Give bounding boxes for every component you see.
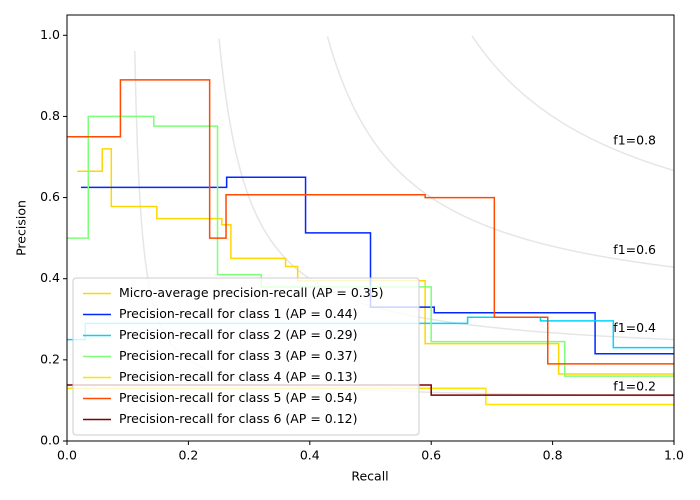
- iso-f1-curve: [218, 38, 674, 341]
- legend-label: Precision-recall for class 3 (AP = 0.37): [119, 348, 357, 363]
- plot-frame: [66, 14, 675, 442]
- x-tick-label: 1.0: [664, 448, 684, 463]
- y-axis-label: Precision: [14, 200, 29, 256]
- legend-label: Micro-average precision-recall (AP = 0.3…: [119, 285, 384, 300]
- y-tick-label: 0.2: [40, 351, 60, 366]
- iso-f1-label: f1=0.2: [613, 379, 656, 394]
- iso-f1-curve: [471, 35, 674, 172]
- x-axis-label: Recall: [351, 469, 388, 484]
- x-tick-label: 0.8: [543, 448, 563, 463]
- legend-box: [72, 277, 420, 436]
- legend-label: Precision-recall for class 5 (AP = 0.54): [119, 390, 357, 405]
- series-line: [67, 115, 674, 377]
- x-tick-label: 0.6: [421, 448, 441, 463]
- legend-label: Precision-recall for class 6 (AP = 0.12): [119, 411, 357, 426]
- y-tick-label: 1.0: [40, 27, 60, 42]
- series-line: [80, 176, 674, 355]
- y-tick-label: 0.8: [40, 108, 60, 123]
- y-tick-label: 0.4: [40, 270, 60, 285]
- x-tick-label: 0.2: [178, 448, 198, 463]
- legend-label: Precision-recall for class 2 (AP = 0.29): [119, 327, 357, 342]
- legend-label: Precision-recall for class 4 (AP = 0.13): [119, 369, 357, 384]
- iso-f1-label: f1=0.8: [613, 132, 656, 147]
- series-line: [77, 148, 674, 375]
- x-tick-label: 0.4: [300, 448, 320, 463]
- legend-label: Precision-recall for class 1 (AP = 0.44): [119, 306, 357, 321]
- iso-f1-curve: [326, 36, 674, 268]
- iso-f1-label: f1=0.4: [613, 320, 656, 335]
- x-tick-label: 0.0: [57, 448, 77, 463]
- series-line: [67, 79, 674, 365]
- y-tick-label: 0.0: [40, 433, 60, 448]
- iso-f1-label: f1=0.6: [613, 242, 656, 257]
- y-tick-label: 0.6: [40, 189, 60, 204]
